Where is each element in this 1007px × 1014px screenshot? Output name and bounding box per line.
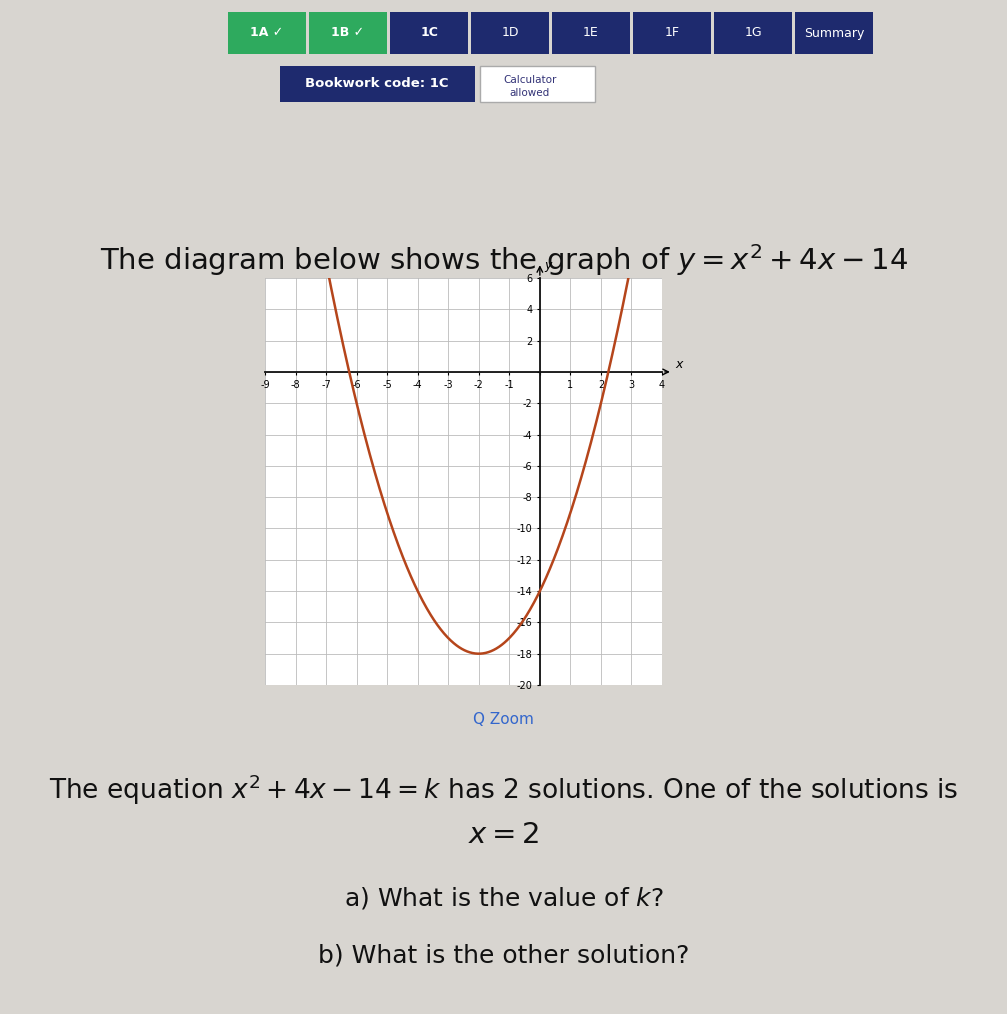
Text: 1E: 1E [583,26,599,40]
Text: Summary: Summary [804,26,864,40]
FancyBboxPatch shape [390,12,468,54]
FancyBboxPatch shape [228,12,306,54]
Text: 1B ✓: 1B ✓ [331,26,365,40]
Text: 1F: 1F [665,26,680,40]
Text: $y$: $y$ [544,260,554,274]
Text: Q Zoom: Q Zoom [473,713,534,727]
Text: allowed: allowed [510,88,550,98]
FancyBboxPatch shape [480,66,595,102]
Text: 1A ✓: 1A ✓ [251,26,284,40]
Text: The diagram below shows the graph of $y = x^2 + 4x - 14$: The diagram below shows the graph of $y … [100,242,907,278]
Text: 1G: 1G [744,26,762,40]
Text: 1C: 1C [420,26,438,40]
Text: 1D: 1D [501,26,519,40]
Text: b) What is the other solution?: b) What is the other solution? [318,943,689,967]
FancyBboxPatch shape [309,12,387,54]
FancyBboxPatch shape [471,12,549,54]
FancyBboxPatch shape [633,12,711,54]
Text: a) What is the value of $k$?: a) What is the value of $k$? [343,885,664,911]
Text: Bookwork code: 1C: Bookwork code: 1C [305,77,449,90]
Text: $x$: $x$ [676,358,685,370]
FancyBboxPatch shape [552,12,630,54]
FancyBboxPatch shape [280,66,475,102]
Text: Calculator: Calculator [504,75,557,85]
Text: The equation $x^2 + 4x - 14 = k$ has 2 solutions. One of the solutions is: The equation $x^2 + 4x - 14 = k$ has 2 s… [48,773,959,807]
FancyBboxPatch shape [795,12,873,54]
FancyBboxPatch shape [714,12,792,54]
Text: $x = 2$: $x = 2$ [468,821,539,849]
